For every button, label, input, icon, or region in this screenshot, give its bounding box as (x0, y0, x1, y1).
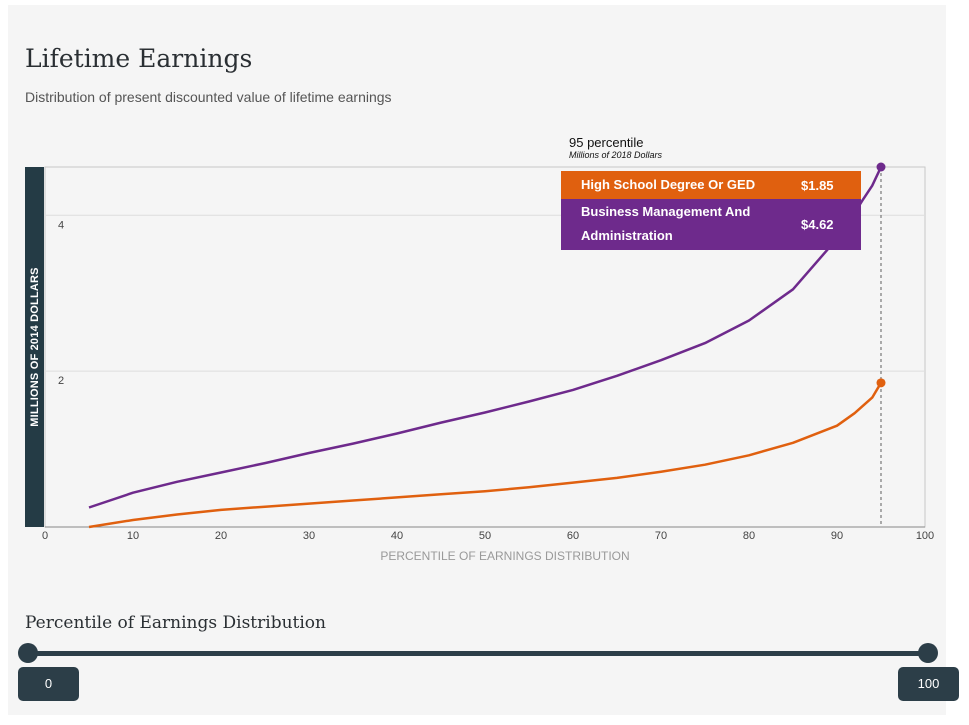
series-line (88, 382, 883, 529)
tooltip-row-value: $4.62 (801, 217, 834, 232)
x-tick-label: 60 (567, 530, 579, 542)
page-subtitle: Distribution of present discounted value… (25, 89, 392, 105)
y-tick-label: 4 (58, 219, 64, 231)
tooltip-row-label: Business Management And Administration (581, 204, 751, 243)
y-tick-label: 2 (58, 375, 64, 387)
x-axis-title: PERCENTILE OF EARNINGS DISTRIBUTION (380, 549, 629, 563)
x-tick-label: 10 (127, 530, 139, 542)
x-tick-label: 0 (42, 530, 48, 542)
slider-title: Percentile of Earnings Distribution (25, 613, 326, 633)
tooltip-row-high-school: High School Degree Or GED $1.85 (561, 171, 861, 199)
tooltip-row-value: $1.85 (801, 178, 834, 193)
series-end-point (876, 378, 886, 388)
x-tick-label: 40 (391, 530, 403, 542)
tooltip-heading: 95 percentile (569, 135, 644, 150)
page-title: Lifetime Earnings (25, 44, 253, 73)
slider-track[interactable] (28, 651, 928, 656)
tooltip-row-business: Business Management And Administration $… (561, 199, 861, 250)
x-tick-label: 80 (743, 530, 755, 542)
series-end-point (876, 162, 886, 172)
x-tick-label: 50 (479, 530, 491, 542)
x-tick-label: 20 (215, 530, 227, 542)
x-tick-label: 30 (303, 530, 315, 542)
tooltip-row-label: High School Degree Or GED (581, 177, 756, 192)
x-tick-label: 90 (831, 530, 843, 542)
tooltip-subheading: Millions of 2018 Dollars (569, 150, 663, 160)
slider-min-handle[interactable] (18, 643, 38, 663)
slider-max-value: 100 (898, 667, 959, 701)
x-tick-label: 70 (655, 530, 667, 542)
slider-min-value: 0 (18, 667, 79, 701)
y-axis-band (25, 167, 44, 527)
x-tick-label: 100 (916, 530, 934, 542)
chart-card (8, 5, 946, 715)
slider-max-handle[interactable] (918, 643, 938, 663)
